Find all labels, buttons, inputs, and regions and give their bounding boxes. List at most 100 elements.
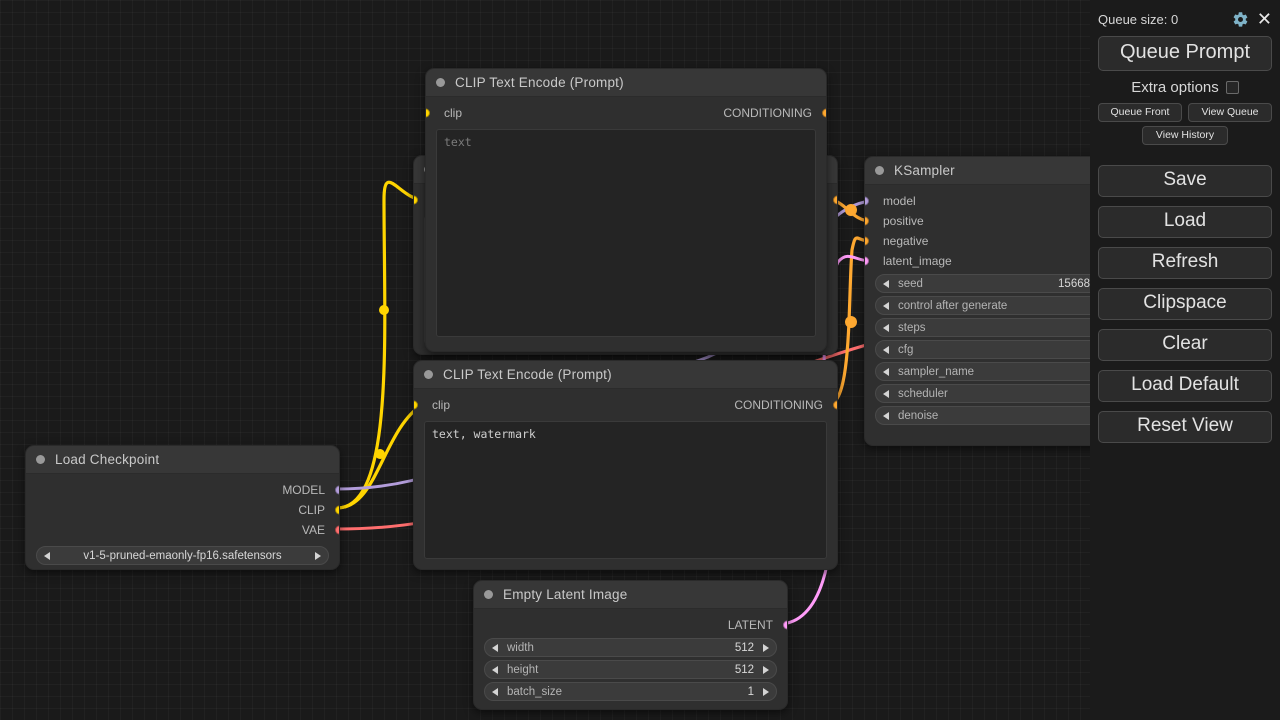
arrow-left-icon[interactable] [883,301,889,310]
widget-label: denoise [898,409,939,422]
node-title: KSampler [894,163,955,178]
widget-value: 512 [734,663,754,676]
view-queue-button[interactable]: View Queue [1188,103,1272,122]
arrow-left-icon[interactable] [492,643,498,652]
port-dot-model-icon[interactable] [335,485,339,495]
node-body: LATENT width 512 height 512 batch_size 1 [474,609,787,709]
widget-label: seed [898,277,923,290]
port-label-negative: negative [883,234,929,248]
gear-icon[interactable] [1232,11,1249,28]
widget-value: 1 [747,685,754,698]
port-dot-clip-icon[interactable] [335,505,339,515]
node-title: CLIP Text Encode (Prompt) [443,367,612,382]
port-row-clip[interactable]: clip CONDITIONING [426,103,826,123]
node-body: MODEL CLIP VAE v1-5-pruned-emaonly-fp16.… [26,474,339,569]
load-default-button[interactable]: Load Default [1098,370,1272,402]
collapse-dot-icon[interactable] [875,166,884,175]
port-label-conditioning: CONDITIONING [734,398,823,412]
prompt-textarea[interactable]: text [436,129,816,337]
arrow-left-icon[interactable] [492,665,498,674]
node-header[interactable]: CLIP Text Encode (Prompt) [414,361,837,389]
arrow-left-icon[interactable] [883,367,889,376]
widget-height[interactable]: height 512 [484,660,777,679]
node-header[interactable]: Load Checkpoint [26,446,339,474]
node-empty-latent-image[interactable]: Empty Latent Image LATENT width 512 heig… [473,580,788,710]
node-body: clip CONDITIONING text, watermark [414,389,837,569]
collapse-dot-icon[interactable] [36,455,45,464]
menu-main-buttons: Save Load Refresh Clipspace Clear Load D… [1098,165,1272,443]
arrow-left-icon[interactable] [883,323,889,332]
widget-batch-size[interactable]: batch_size 1 [484,682,777,701]
arrow-left-icon[interactable] [883,345,889,354]
port-dot-latent-image-icon[interactable] [865,256,869,266]
clear-button[interactable]: Clear [1098,329,1272,361]
extra-options-checkbox[interactable] [1225,81,1239,94]
reset-view-button[interactable]: Reset View [1098,411,1272,443]
port-dot-model-icon[interactable] [865,196,869,206]
extra-options-row: Extra options [1098,79,1272,96]
port-dot-conditioning-icon[interactable] [833,400,837,410]
arrow-left-icon[interactable] [883,389,889,398]
port-dot-conditioning-icon[interactable] [833,195,837,205]
port-label-conditioning: CONDITIONING [723,106,812,120]
port-label-vae: VAE [301,523,325,537]
arrow-right-icon[interactable] [315,551,321,560]
node-clip-text-encode-negative[interactable]: CLIP Text Encode (Prompt) clip CONDITION… [413,360,838,570]
port-label-clip: CLIP [298,503,325,517]
widget-label: batch_size [507,685,562,698]
widget-ckpt-name[interactable]: v1-5-pruned-emaonly-fp16.safetensors [36,546,329,565]
close-icon[interactable]: ✕ [1256,9,1272,29]
port-row-vae[interactable]: VAE [26,520,339,540]
widget-value: v1-5-pruned-emaonly-fp16.safetensors [83,549,282,562]
widget-label: sampler_name [898,365,975,378]
queue-prompt-button[interactable]: Queue Prompt [1098,36,1272,71]
prompt-textarea[interactable]: text, watermark [424,421,827,559]
node-header[interactable]: Empty Latent Image [474,581,787,609]
refresh-button[interactable]: Refresh [1098,247,1272,279]
node-clip-text-encode-positive[interactable]: CLIP Text Encode (Prompt) clip CONDITION… [425,68,827,352]
queue-size-label: Queue size: 0 [1098,11,1179,27]
save-button[interactable]: Save [1098,165,1272,197]
queue-front-button[interactable]: Queue Front [1098,103,1182,122]
arrow-right-icon[interactable] [763,643,769,652]
node-load-checkpoint[interactable]: Load Checkpoint MODEL CLIP VAE v1-5-prun… [25,445,340,570]
node-title: CLIP Text Encode (Prompt) [455,75,624,90]
port-label-latent-image: latent_image [883,254,952,268]
clipspace-button[interactable]: Clipspace [1098,288,1272,320]
arrow-left-icon[interactable] [492,687,498,696]
widget-width[interactable]: width 512 [484,638,777,657]
port-dot-conditioning-icon[interactable] [822,108,826,118]
port-label-positive: positive [883,214,924,228]
port-dot-clip-icon[interactable] [414,400,418,410]
topbar-icons: ✕ [1232,10,1272,28]
arrow-left-icon[interactable] [883,279,889,288]
port-dot-latent-icon[interactable] [783,620,787,630]
widget-label: height [507,663,539,676]
queue-buttons-row: Queue Front View Queue [1098,103,1272,122]
port-row-latent[interactable]: LATENT [474,615,787,635]
port-dot-positive-icon[interactable] [865,216,869,226]
port-label-model: MODEL [282,483,325,497]
view-history-button[interactable]: View History [1142,126,1228,145]
widget-label: steps [898,321,926,334]
port-row-clip[interactable]: clip CONDITIONING [414,395,837,415]
port-row-model[interactable]: MODEL [26,480,339,500]
node-header[interactable]: CLIP Text Encode (Prompt) [426,69,826,97]
arrow-left-icon[interactable] [883,411,889,420]
port-label-model: model [883,194,916,208]
arrow-right-icon[interactable] [763,665,769,674]
port-dot-negative-icon[interactable] [865,236,869,246]
port-dot-vae-icon[interactable] [335,525,339,535]
load-button[interactable]: Load [1098,206,1272,238]
port-dot-clip-icon[interactable] [426,108,430,118]
collapse-dot-icon[interactable] [424,370,433,379]
collapse-dot-icon[interactable] [484,590,493,599]
port-row-clip[interactable]: CLIP [26,500,339,520]
arrow-right-icon[interactable] [763,687,769,696]
collapse-dot-icon[interactable] [436,78,445,87]
arrow-left-icon[interactable] [44,551,50,560]
widget-label: control after generate [898,299,1008,312]
port-label-latent: LATENT [727,618,773,632]
port-dot-clip-icon[interactable] [414,195,418,205]
